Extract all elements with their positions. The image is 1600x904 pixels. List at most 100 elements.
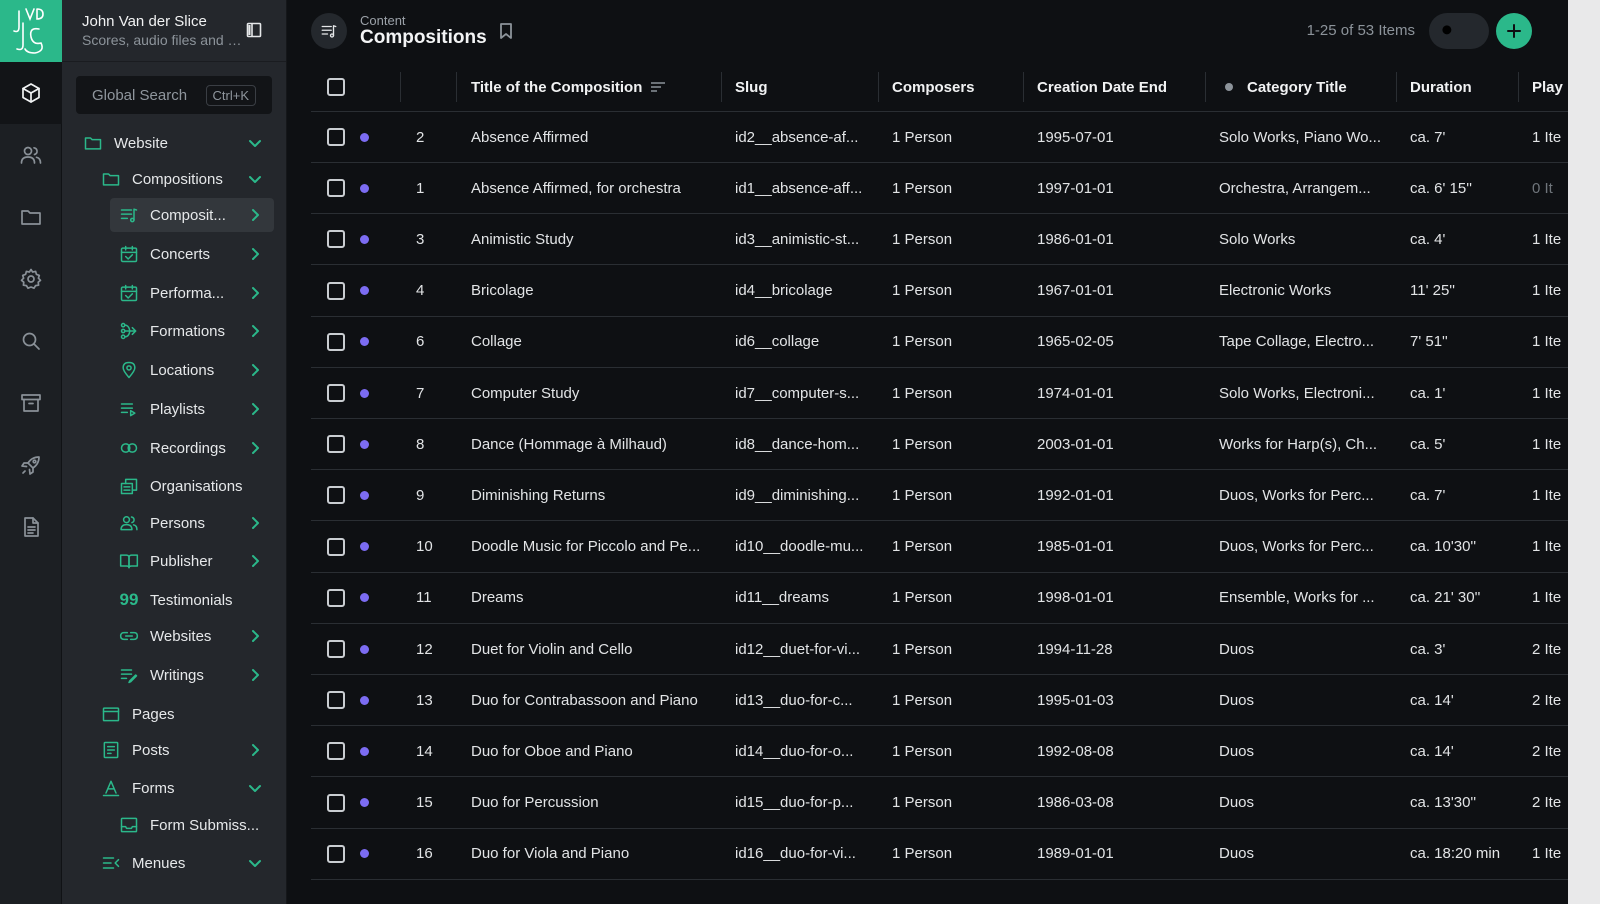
checkbox[interactable] <box>327 537 345 556</box>
cell-composers: 1 Person <box>892 742 953 760</box>
checkbox[interactable] <box>327 793 345 812</box>
nav-formations[interactable]: Formations <box>118 314 262 348</box>
rail-archive[interactable] <box>0 372 62 434</box>
search-icon[interactable] <box>1439 22 1457 40</box>
table-row[interactable]: 16 Duo for Viola and Piano id16__duo-for-v… <box>311 829 1568 880</box>
checkbox[interactable] <box>327 128 345 146</box>
nav-posts[interactable]: Posts <box>100 733 262 767</box>
nav-compositions-group[interactable]: Compositions <box>100 162 262 196</box>
row-select[interactable] <box>327 214 345 264</box>
cell-title: Dreams <box>471 589 524 607</box>
cell-slug: id13__duo-for-c... <box>735 691 853 709</box>
row-select[interactable] <box>327 522 345 572</box>
column-header-duration[interactable]: Duration <box>1410 78 1472 96</box>
nav-pages[interactable]: Pages <box>100 697 262 731</box>
nav-locations[interactable]: Locations <box>118 353 262 387</box>
checkbox[interactable] <box>327 691 345 710</box>
nav-testimonials[interactable]: 99 Testimonials <box>118 583 262 617</box>
nav-website[interactable]: Website <box>82 126 262 160</box>
nav-concerts[interactable]: Concerts <box>118 237 262 271</box>
column-header-title[interactable]: Title of the Composition <box>471 62 666 112</box>
row-select[interactable] <box>327 726 345 776</box>
checkbox[interactable] <box>327 486 345 505</box>
nav-persons[interactable]: Persons <box>118 506 262 540</box>
checkbox[interactable] <box>327 179 345 198</box>
checkbox[interactable] <box>327 384 345 402</box>
checkbox[interactable] <box>327 435 345 454</box>
collection-menu-button[interactable] <box>311 13 347 49</box>
row-select[interactable] <box>327 470 345 520</box>
checkbox[interactable] <box>327 78 345 96</box>
column-header-category[interactable]: Category Title <box>1225 62 1347 112</box>
nav-form-submissions[interactable]: Form Submiss... <box>118 808 278 842</box>
checkbox[interactable] <box>327 742 345 761</box>
cell-date: 1992-08-08 <box>1037 742 1114 760</box>
table-row[interactable]: 15 Duo for Percussion id15__duo-for-p... 1 … <box>311 778 1568 829</box>
rail-content[interactable] <box>0 62 62 124</box>
rail-docs[interactable] <box>0 496 62 558</box>
rail-deploy[interactable] <box>0 434 62 496</box>
nav-performances[interactable]: Performa... <box>118 276 262 310</box>
checkbox[interactable] <box>327 281 345 300</box>
row-select[interactable] <box>327 368 345 418</box>
table-row[interactable]: 6 Collage id6__collage 1 Person 1965-02-05 Ta… <box>311 317 1568 368</box>
row-select[interactable] <box>327 624 345 674</box>
nav-compositions[interactable]: Composit... <box>110 198 274 232</box>
checkbox[interactable] <box>327 640 345 658</box>
table-row[interactable]: 8 Dance (Hommage à Milhaud) id8__dance-hom… <box>311 419 1568 471</box>
workspace-header[interactable]: John Van der Slice Scores, audio files a… <box>62 0 286 62</box>
table-row[interactable]: 7 Computer Study id7__computer-s... 1 Perso… <box>311 368 1568 419</box>
table-row[interactable]: 11 Dreams id11__dreams 1 Person 1998-01-01 En… <box>311 573 1568 624</box>
nav-recordings[interactable]: Recordings <box>118 431 262 465</box>
nav-menues[interactable]: Menues <box>100 846 262 880</box>
breadcrumb[interactable]: Content <box>360 13 406 28</box>
filter-icon[interactable] <box>1461 22 1479 40</box>
row-select[interactable] <box>327 112 345 162</box>
table-row[interactable]: 3 Animistic Study id3__animistic-st... 1 Pe… <box>311 214 1568 266</box>
column-header-date[interactable]: Creation Date End <box>1037 78 1168 96</box>
rail-users[interactable] <box>0 124 62 186</box>
checkbox[interactable] <box>327 844 345 863</box>
table-row[interactable]: 14 Duo for Oboe and Piano id14__duo-for-o.… <box>311 726 1568 778</box>
table-row[interactable]: 2 Absence Affirmed id2__absence-af... 1 Per… <box>311 112 1568 163</box>
table-row[interactable]: 13 Duo for Contrabassoon and Piano id13__d… <box>311 675 1568 727</box>
column-header-composers[interactable]: Composers <box>892 78 975 96</box>
rail-settings[interactable] <box>0 248 62 310</box>
nav-publisher[interactable]: Publisher <box>118 544 262 578</box>
row-select[interactable] <box>327 266 345 316</box>
table-row[interactable]: 9 Diminishing Returns id9__diminishing... 1… <box>311 470 1568 522</box>
row-select[interactable] <box>327 317 345 367</box>
status-cell <box>360 214 369 264</box>
menu-icon <box>100 852 122 874</box>
nav-organisations[interactable]: Organisations <box>118 469 262 503</box>
table-row[interactable]: 1 Absence Affirmed, for orchestra id1__abs… <box>311 163 1568 215</box>
row-select[interactable] <box>327 163 345 213</box>
table-row[interactable]: 12 Duet for Violin and Cello id12__duet-fo… <box>311 624 1568 675</box>
global-search[interactable]: Global Search Ctrl+K <box>76 76 272 114</box>
row-select[interactable] <box>327 419 345 469</box>
rail-search[interactable] <box>0 310 62 372</box>
row-select[interactable] <box>327 573 345 623</box>
row-select[interactable] <box>327 829 345 879</box>
column-header-playlists[interactable]: Play <box>1532 78 1563 96</box>
nav-forms[interactable]: Forms <box>100 771 262 805</box>
checkbox[interactable] <box>327 230 345 249</box>
table-row[interactable]: 10 Doodle Music for Piccolo and Pe... id10… <box>311 522 1568 573</box>
select-all-checkbox[interactable] <box>327 62 345 112</box>
checkbox[interactable] <box>327 332 345 351</box>
column-header-slug[interactable]: Slug <box>735 78 768 96</box>
nav-writings[interactable]: Writings <box>118 658 262 692</box>
scrollbar[interactable] <box>1568 0 1600 904</box>
nav-playlists[interactable]: Playlists <box>118 392 262 426</box>
sidebar-toggle-icon[interactable] <box>246 22 262 38</box>
create-item-button[interactable] <box>1496 13 1532 49</box>
row-select[interactable] <box>327 675 345 725</box>
table-row[interactable]: 4 Bricolage id4__bricolage 1 Person 1967-01-… <box>311 266 1568 317</box>
logo[interactable] <box>0 0 62 62</box>
cell-slug: id12__duet-for-vi... <box>735 640 861 658</box>
checkbox[interactable] <box>327 588 345 607</box>
rail-files[interactable] <box>0 186 62 248</box>
nav-websites[interactable]: Websites <box>118 619 262 653</box>
row-select[interactable] <box>327 778 345 828</box>
bookmark-button[interactable] <box>498 22 514 40</box>
